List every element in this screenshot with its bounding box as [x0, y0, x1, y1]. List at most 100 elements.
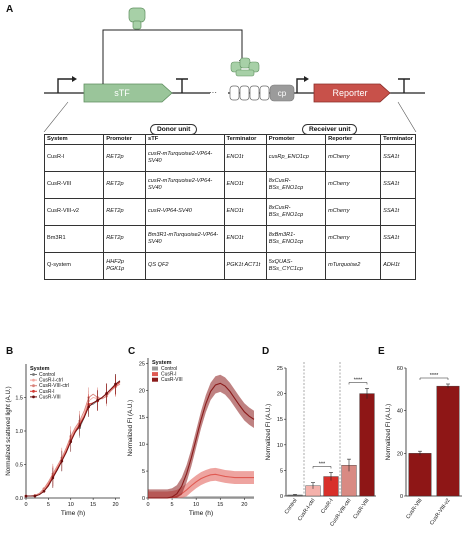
table-cell: ENO1t: [223, 143, 267, 172]
legend-marker: [32, 389, 35, 393]
table-cell: RET2p: [103, 170, 146, 199]
table-header: System: [43, 134, 105, 145]
legend-label: Control: [39, 372, 55, 378]
legend-marker: [32, 384, 35, 388]
y-tick-label: 0: [280, 494, 283, 500]
construct-diagram: ··· sTF cp Reporter: [43, 7, 425, 132]
y-tick-label: 40: [397, 409, 403, 415]
table-cell: HHF2p PGK1p: [103, 251, 146, 280]
series-line: [26, 380, 121, 497]
data-point: [105, 392, 108, 395]
data-point: [42, 487, 46, 490]
y-tick-label: 10: [277, 443, 283, 449]
x-tick-label: 5: [47, 502, 50, 508]
table-row: CusR-VIII-v2 RET2p cusR-VP64-SV40 ENO1t …: [43, 197, 416, 226]
table-cell: CusR-VIII-v2: [43, 197, 105, 226]
table-header: sTF: [144, 134, 225, 145]
y-tick-label: 1.0: [15, 429, 23, 435]
table-cell: mTurquoise2: [325, 251, 382, 280]
reporter-terminator-icon: [398, 78, 410, 93]
table-row: CusR-VIII RET2p cusR-mTurquoise2-VP64-SV…: [43, 170, 416, 199]
binding-sites-icon: [229, 85, 270, 101]
significance-label: ****: [430, 373, 439, 379]
panel-d-letter: D: [262, 346, 270, 357]
table-header: Terminator: [223, 134, 267, 145]
data-point: [78, 424, 82, 427]
legend-swatch: [152, 372, 158, 377]
bound-stf-protein-icon: [230, 57, 260, 77]
y-tick-label: 10: [139, 442, 145, 448]
panel-b-letter: B: [6, 346, 14, 357]
data-point: [114, 382, 117, 386]
table-cell: mCherry: [325, 224, 382, 253]
y-tick-label: 20: [139, 388, 145, 394]
table-header-row: System Promoter sTF Terminator Promoter …: [43, 134, 416, 145]
x-tick-label: 10: [193, 502, 199, 508]
data-point: [24, 494, 28, 498]
x-tick-label: 10: [68, 502, 74, 508]
y-axis-label: Normalized scattered light (A.U.): [5, 386, 12, 475]
table-cell: ENO1t: [223, 170, 267, 199]
table-cell: CusR-I: [43, 143, 105, 172]
stf-protein-icon: [128, 7, 146, 30]
category-label: CusR-VIII-v2: [429, 498, 452, 527]
chart-e-fluorescence-bars: 0 20 40 60 Normalized FI (A.U.) CusR-VIII CusR…: [385, 366, 462, 527]
significance-bracket: [312, 466, 332, 469]
x-tick-label: 0: [24, 502, 27, 508]
data-point: [69, 440, 73, 444]
table-cell: 8xCusR-BSs_ENO1cp: [265, 170, 327, 199]
legend-label: CusR-I: [161, 372, 177, 378]
y-tick-label: 20: [277, 392, 283, 398]
legend-label: CusR-I: [39, 389, 55, 395]
y-tick-label: 25: [139, 361, 145, 367]
panel-a-letter: A: [6, 4, 14, 15]
x-axis-label: Time (h): [189, 510, 213, 517]
core-promoter-icon: [269, 84, 295, 102]
x-tick-label: 15: [217, 502, 223, 508]
y-axis-label: Normalized FI (A.U.): [127, 400, 134, 456]
table-cell: SSA1t: [380, 197, 416, 226]
bar: [359, 393, 375, 497]
significance-label: ****: [354, 377, 363, 383]
category-label: CusR-VIII: [352, 498, 370, 521]
legend-label: Control: [161, 366, 177, 372]
table-cell: cusR-mTurquoise2-VP64-SV40: [144, 143, 225, 172]
data-point: [60, 459, 64, 463]
dna-break-dots: ···: [209, 88, 217, 97]
table-cell: ENO1t: [223, 224, 267, 253]
reporter-gene-icon: [313, 83, 391, 103]
y-tick-label: 5: [280, 468, 283, 474]
legend-swatch: [152, 366, 158, 371]
legend-label: CusR-VIII: [39, 394, 61, 400]
stf-gene-label: sTF: [114, 88, 130, 98]
legend-label: CusR-VIII-ctrl: [39, 383, 69, 389]
significance-bracket: [419, 377, 449, 380]
table-cell: CusR-VIII: [43, 170, 105, 199]
core-promoter-label: cp: [278, 89, 287, 98]
legend-title: System: [30, 366, 50, 372]
panel-e-letter: E: [378, 346, 385, 357]
y-axis-label: Normalized FI (A.U.): [265, 404, 272, 460]
data-point: [51, 476, 55, 480]
table-header: Reporter: [325, 134, 382, 145]
y-axis-label: Normalized FI (A.U.): [385, 404, 392, 460]
table-cell: ENO1t: [223, 197, 267, 226]
table-cell: RET2p: [103, 197, 146, 226]
table-cell: mCherry: [325, 170, 382, 199]
table-cell: cusR-mTurquoise2-VP64-SV40: [144, 170, 225, 199]
table-cell: mCherry: [325, 143, 382, 172]
table-row: Q-system HHF2p PGK1p QS QF2 PGK1t ACT1t …: [43, 251, 416, 280]
y-tick-label: 0.0: [15, 496, 23, 502]
table-cell: PGK1t ACT1t: [223, 251, 267, 280]
data-point: [33, 494, 37, 498]
category-label: CusR-I-ctrl: [297, 498, 317, 523]
chart-c-fluorescence-time: 0 5 10 15 20 25 Normalized FI (A.U.) 0 5 10 15 20 Ti…: [127, 358, 255, 517]
table-cell: 5xQUAS-BSs_CYC1cp: [265, 251, 327, 280]
table-cell: RET2p: [103, 224, 146, 253]
table-cell: RET2p: [103, 143, 146, 172]
legend-label: CusR-VIII: [161, 377, 183, 383]
x-tick-label: 0: [146, 502, 149, 508]
table-cell: SSA1t: [380, 143, 416, 172]
